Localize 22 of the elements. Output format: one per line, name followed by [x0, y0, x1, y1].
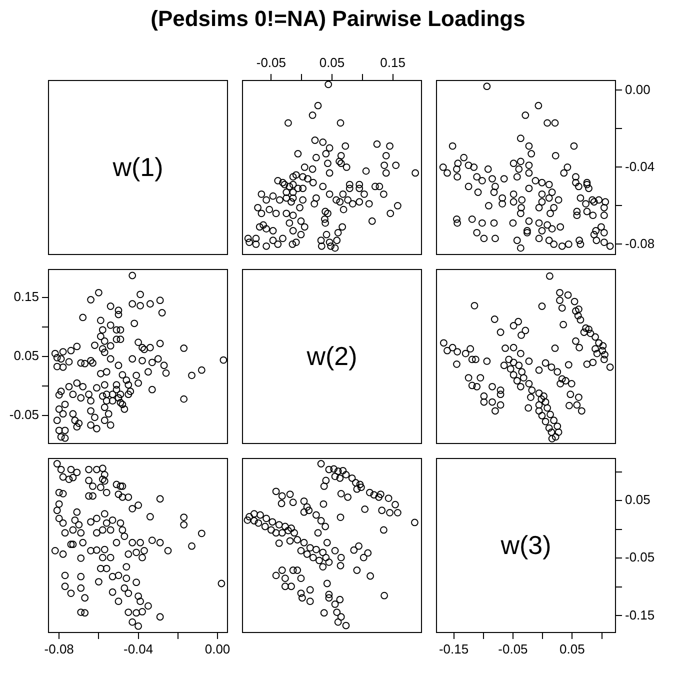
- text: w(2): [306, 341, 358, 372]
- y-tick-label: -0.08: [625, 236, 655, 251]
- text: (Pedsims 0!=NA) Pairwise Loadings: [150, 6, 526, 32]
- y-tick-label: -0.05: [9, 407, 39, 422]
- y-tick-label: -0.15: [625, 607, 655, 622]
- x-tick-label: -0.05: [498, 641, 528, 656]
- x-tick-label: -0.05: [256, 54, 286, 70]
- y-tick-label: 0.05: [625, 492, 650, 508]
- y-tick-label: 0.00: [625, 82, 650, 97]
- x-tick-label: 0.00: [204, 641, 230, 656]
- y-tick-label: -0.05: [625, 550, 655, 565]
- y-tick-label: -0.04: [625, 158, 655, 174]
- x-tick-label: -0.04: [123, 641, 154, 656]
- x-tick-label: 0.05: [560, 641, 585, 656]
- x-tick-label: -0.08: [44, 641, 74, 656]
- text: w(1): [112, 152, 164, 183]
- x-tick-label: -0.15: [438, 641, 469, 656]
- annotation: w(3): [500, 530, 552, 561]
- y-tick-label: 0.05: [14, 348, 39, 364]
- x-tick-label: 0.05: [319, 54, 345, 70]
- y-tick-label: 0.15: [14, 288, 39, 304]
- x-tick-label: 0.15: [380, 54, 406, 70]
